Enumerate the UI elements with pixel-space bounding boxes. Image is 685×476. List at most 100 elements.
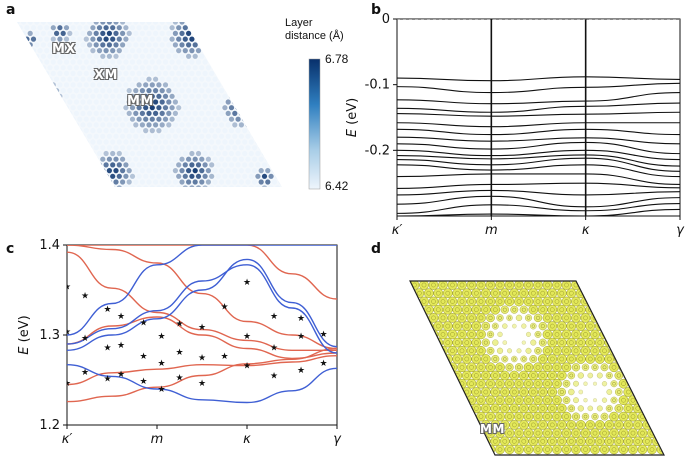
star-point: ★ xyxy=(270,344,278,354)
lattice-site-1578 xyxy=(232,179,238,185)
density-dot-ring xyxy=(554,348,560,354)
lattice-site-735 xyxy=(116,93,122,99)
density-dot-815 xyxy=(499,436,510,447)
lattice-site-757 xyxy=(261,93,268,99)
density-dot-555 xyxy=(410,387,415,397)
lattice-site-506 xyxy=(57,70,63,76)
lattice-site-975 xyxy=(248,116,254,122)
lattice-site-1017 xyxy=(159,122,165,128)
density-dot-148 xyxy=(500,305,509,314)
density-dot-ring xyxy=(497,447,503,452)
lattice-site-565 xyxy=(80,76,86,82)
lattice-site-1549 xyxy=(40,179,47,185)
lattice-site-756 xyxy=(255,93,261,99)
lattice-site-453 xyxy=(67,65,73,71)
lattice-site-910 xyxy=(179,110,185,116)
density-dot-362 xyxy=(561,345,572,356)
density-dot-813 xyxy=(480,436,491,447)
lattice-site-648 xyxy=(268,82,274,88)
density-dot-716 xyxy=(358,420,367,429)
density-dot-318 xyxy=(547,337,558,348)
density-dot-ring xyxy=(521,290,527,296)
density-dot-674 xyxy=(353,412,362,421)
density-dot-ring xyxy=(454,389,460,395)
lattice-site-999 xyxy=(40,122,47,128)
density-dot-ring xyxy=(492,373,498,378)
lattice-site-947 xyxy=(63,116,70,122)
density-dot-ring xyxy=(473,422,479,428)
lattice-site-154 xyxy=(271,30,277,36)
density-dot-150 xyxy=(519,305,528,314)
density-dot-ring xyxy=(317,316,321,320)
lattice-site-1010 xyxy=(113,122,119,128)
density-dot-24 xyxy=(514,281,524,290)
density-dot-545 xyxy=(310,387,319,396)
density-dot-ring xyxy=(649,332,655,337)
lattice-site-767 xyxy=(328,94,333,99)
density-dot-313 xyxy=(492,339,499,346)
density-dot-ring xyxy=(526,364,531,370)
lattice-site-1377 xyxy=(0,162,3,167)
density-dot-763 xyxy=(400,429,409,438)
panel-label-b: b xyxy=(371,2,382,18)
lattice-site-1357 xyxy=(225,156,231,162)
lattice-site-311 xyxy=(222,48,228,54)
lattice-site-307 xyxy=(195,48,202,54)
lattice-site-393 xyxy=(37,59,43,65)
density-dot-563 xyxy=(480,387,491,397)
density-dot-ring xyxy=(308,431,312,435)
lattice-site-634 xyxy=(176,82,182,88)
density-dot-634 xyxy=(377,404,386,413)
star-point: ★ xyxy=(81,368,89,378)
density-dot-58 xyxy=(442,288,453,299)
lattice-site-411 xyxy=(156,59,162,65)
density-dot-152 xyxy=(537,304,548,315)
density-dot-ring xyxy=(545,348,550,354)
density-dot-ring xyxy=(450,299,455,304)
lattice-site-372 xyxy=(258,53,264,59)
density-dot-458 xyxy=(676,363,685,372)
lattice-site-424 xyxy=(242,59,248,65)
density-dot-ring xyxy=(445,340,451,345)
density-dot-ring xyxy=(308,398,312,402)
lattice-site-97 xyxy=(261,25,268,31)
density-dot-597 xyxy=(419,395,429,406)
y-tick-label: 1.2 xyxy=(39,418,60,433)
density-dot-ring xyxy=(473,373,479,378)
lattice-site-1561 xyxy=(120,179,126,185)
series-band2 xyxy=(397,202,680,214)
density-dot-ring xyxy=(530,373,536,378)
lattice-site-231 xyxy=(54,42,60,48)
density-dot-281 xyxy=(580,329,591,340)
lattice-site-814 xyxy=(271,99,277,105)
star-point: ★ xyxy=(139,352,147,362)
density-dot-820 xyxy=(547,436,558,447)
density-dot-814 xyxy=(490,436,501,447)
lattice-site-133 xyxy=(133,30,139,36)
lattice-site-670 xyxy=(47,88,53,94)
lattice-site-1125 xyxy=(146,133,152,139)
lattice-site-761 xyxy=(288,94,293,99)
density-dot-ring xyxy=(398,308,402,312)
lattice-site-12 xyxy=(60,22,66,25)
lattice-site-1127 xyxy=(159,133,165,139)
star-point: ★ xyxy=(220,352,228,362)
lattice-site-422 xyxy=(228,59,235,65)
lattice-site-805 xyxy=(212,99,218,105)
lattice-site-459 xyxy=(106,65,112,71)
density-dot-416 xyxy=(681,354,685,363)
lattice-site-1248 xyxy=(232,145,238,151)
lattice-site-1475 xyxy=(278,168,282,174)
lattice-site-1611 xyxy=(90,185,96,187)
density-dot-ring xyxy=(521,373,527,378)
density-dot-ring xyxy=(379,406,383,410)
lattice-site-150 xyxy=(245,30,251,36)
density-dot-ring xyxy=(289,316,293,320)
density-dot-703 xyxy=(628,411,638,422)
lattice-site-380 xyxy=(311,54,316,59)
density-dot-37 xyxy=(637,281,648,290)
density-dot-753 xyxy=(305,429,314,438)
density-dot-92 xyxy=(362,297,371,306)
lattice-site-1505 xyxy=(116,173,122,179)
density-dot-ring xyxy=(498,316,502,320)
